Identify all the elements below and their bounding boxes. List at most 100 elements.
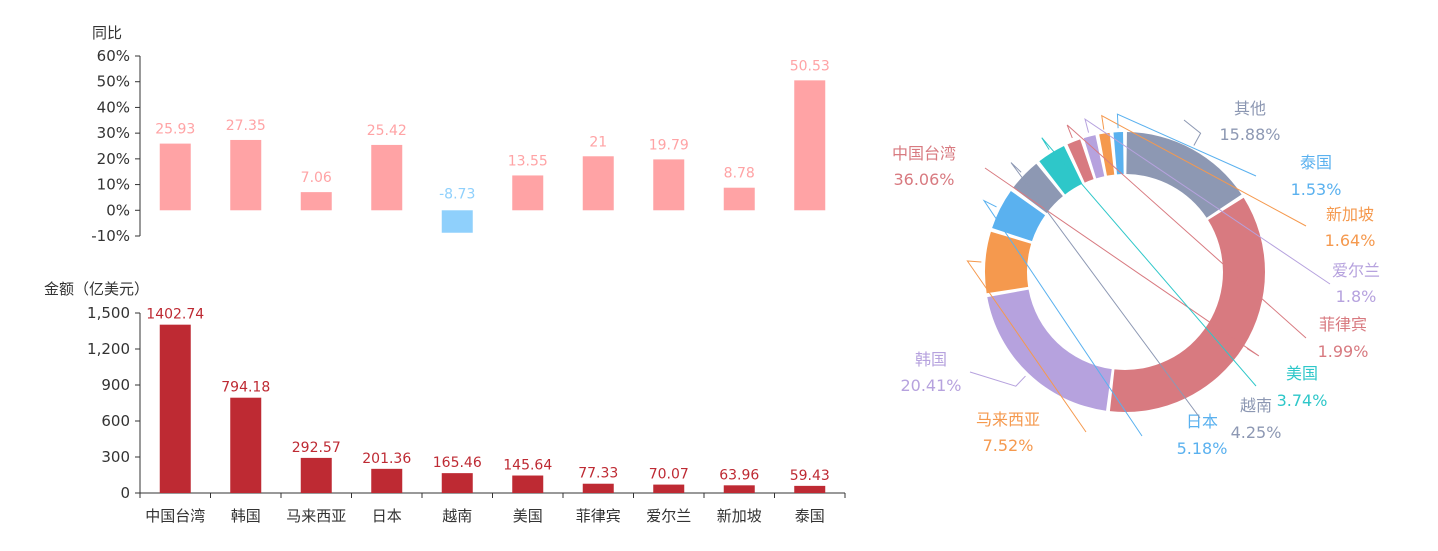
donut-leader-line [1183,119,1202,146]
donut-slice [1113,132,1124,175]
donut-slice-name: 其他 [1234,99,1266,118]
donut-leader-line [1084,117,1331,285]
yoy-value-label: 25.93 [155,122,195,138]
yoy-bar [723,187,755,211]
amount-category-label: 新加坡 [717,507,762,525]
donut-slice-percent: 36.06% [893,170,954,189]
donut-slice-percent: 15.88% [1219,125,1280,144]
yoy-bar [653,159,685,211]
donut-slice-name: 马来西亚 [976,410,1040,429]
yoy-y-tick-label: 30% [97,124,130,142]
amount-axis-title: 金额（亿美元） [44,280,149,298]
donut-slice-name: 越南 [1240,396,1272,415]
share-donut-chart: 其他 15.88% 中国台湾 36.06% 韩国 20.41% 马来西亚 7.52% 日本 5.1… [892,99,1380,458]
donut-slice-percent: 1.53% [1291,180,1342,199]
yoy-y-tick-label: 60% [97,47,130,65]
yoy-y-tick-label: 10% [97,176,130,194]
amount-y-tick-label: 900 [101,376,130,394]
donut-leader-line [984,167,1260,357]
amount-y-tick-label: 300 [101,448,130,466]
amount-category-label: 中国台湾 [145,507,205,525]
amount-value-label: 794.18 [221,380,270,396]
yoy-y-tick-label: 50% [97,73,130,91]
amount-category-label: 马来西亚 [286,507,346,525]
amount-value-label: 63.96 [719,467,759,483]
donut-slice-percent: 20.41% [900,376,961,395]
donut-leader-line [1101,114,1307,227]
yoy-y-tick-label: 40% [97,98,130,116]
yoy-axis-title: 同比 [92,24,122,42]
yoy-bar [159,143,191,211]
amount-value-label: 292.57 [292,440,341,456]
amount-value-label: 201.36 [362,451,411,467]
donut-slice-percent: 1.8% [1336,287,1377,306]
amount-bar [230,397,262,493]
donut-leader-line [1010,162,1201,419]
yoy-bar [794,80,826,211]
amount-y-tick-label: 1,500 [87,304,130,322]
amount-bar [159,324,191,493]
amount-y-tick-label: 1,200 [87,340,130,358]
yoy-bar-chart: 同比 60% 50% 40% 30% 20% 10% 0% -10% 25.93 27.35 7.0… [91,24,830,245]
yoy-value-label: 27.35 [226,118,266,134]
donut-slice [1067,139,1094,183]
yoy-value-label: 7.06 [301,170,332,186]
donut-slice-percent: 3.74% [1277,391,1328,410]
amount-category-label: 菲律宾 [576,507,621,525]
yoy-bar [230,139,262,211]
amount-bar [300,457,332,493]
yoy-value-label: 19.79 [649,137,689,153]
donut-slice-name: 新加坡 [1326,205,1374,224]
amount-bar [371,468,403,493]
amount-category-label: 韩国 [231,507,261,525]
amount-y-tick-label: 600 [101,412,130,430]
amount-bar-chart: 金额（亿美元） 1,500 1,200 900 600 300 0 1402.74 中国台湾 7… [44,280,846,525]
yoy-value-label: 21 [589,134,607,150]
donut-slice-percent: 1.99% [1318,342,1369,361]
donut-slice-name: 泰国 [1300,153,1332,172]
yoy-value-label: 13.55 [508,153,548,169]
donut-slice [985,231,1032,294]
amount-category-label: 越南 [442,507,472,525]
amount-bar [512,475,544,493]
amount-category-label: 美国 [513,507,543,525]
donut-slice [1099,132,1115,176]
donut-slice-name: 中国台湾 [892,144,956,163]
donut-slice-name: 日本 [1186,412,1218,431]
donut-slice [1126,132,1242,218]
donut-slice [1039,146,1083,195]
donut-leader-line [969,371,1026,387]
yoy-y-tick-label: -10% [91,227,130,245]
amount-category-label: 爱尔兰 [646,507,691,525]
donut-slice [1109,197,1265,412]
yoy-bar [300,192,332,211]
yoy-value-label: 8.78 [724,166,755,182]
yoy-y-tick-label: 0% [106,201,130,219]
amount-value-label: 1402.74 [146,307,204,323]
donut-slice-name: 美国 [1286,364,1318,383]
yoy-value-label: 50.53 [790,58,830,74]
amount-value-label: 77.33 [578,466,618,482]
amount-bar [582,483,614,493]
donut-slice [987,289,1112,411]
donut-slice [1083,135,1105,179]
donut-leader-line [982,199,1143,437]
donut-slice-name: 爱尔兰 [1332,261,1380,280]
donut-slice-percent: 1.64% [1325,231,1376,250]
amount-bar [441,473,473,493]
yoy-value-label: -8.73 [439,186,475,202]
amount-value-label: 70.07 [649,467,689,483]
donut-slice [992,190,1046,242]
yoy-bar [512,175,544,211]
yoy-bar [582,156,614,211]
amount-bar [723,485,755,493]
amount-value-label: 59.43 [790,468,830,484]
amount-value-label: 165.46 [433,455,482,471]
donut-slice-percent: 7.52% [983,436,1034,455]
amount-bar [794,485,826,493]
donut-leader-line [1116,113,1257,177]
amount-value-label: 145.64 [503,458,552,474]
yoy-value-label: 25.42 [367,123,407,139]
